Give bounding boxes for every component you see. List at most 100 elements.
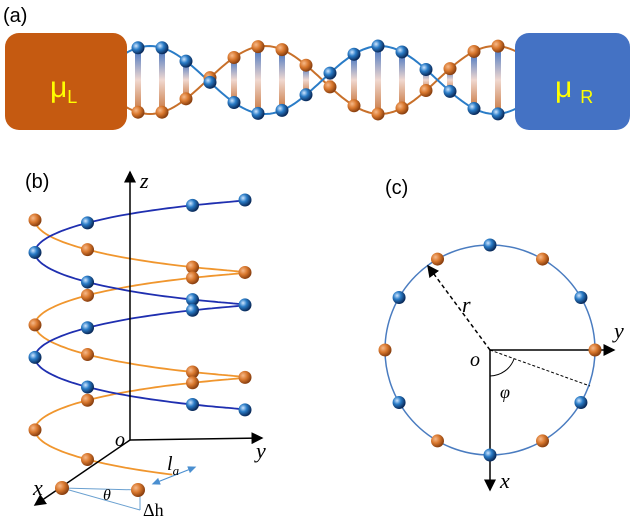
bead xyxy=(29,318,42,331)
bead xyxy=(276,104,289,117)
bead xyxy=(81,394,94,407)
rung xyxy=(471,51,477,108)
bead xyxy=(324,67,337,80)
bead xyxy=(393,291,406,304)
radius-label: r xyxy=(462,292,471,317)
bead xyxy=(420,84,433,97)
bead xyxy=(396,45,409,58)
bead xyxy=(444,85,457,98)
bead xyxy=(431,434,444,447)
annotation: la xyxy=(167,453,180,478)
bead xyxy=(81,276,94,289)
bead xyxy=(186,271,199,284)
bead xyxy=(81,381,94,394)
bead xyxy=(131,483,145,497)
bead xyxy=(536,253,549,266)
bead xyxy=(55,481,69,495)
bead xyxy=(239,371,252,384)
bead xyxy=(484,239,497,252)
annotation: θ xyxy=(103,487,111,504)
bead xyxy=(81,243,94,256)
axis-label: y xyxy=(612,318,624,343)
bead xyxy=(132,41,145,54)
axis-label: x xyxy=(499,468,510,493)
angle-arc xyxy=(490,359,514,376)
angle-label: φ xyxy=(500,382,510,402)
bead xyxy=(180,92,193,105)
bead xyxy=(431,253,444,266)
rung xyxy=(231,57,237,102)
rung xyxy=(495,46,501,114)
bead xyxy=(379,344,392,357)
axis-label: x xyxy=(32,475,43,500)
bead xyxy=(484,449,497,462)
bead xyxy=(444,62,457,75)
bead xyxy=(372,107,385,120)
bead xyxy=(156,106,169,119)
guide-line xyxy=(62,488,140,510)
helix xyxy=(29,194,252,475)
bead xyxy=(228,96,241,109)
annotation: Δh xyxy=(143,500,164,519)
angle-line xyxy=(490,350,590,386)
dna-helix xyxy=(120,40,525,121)
bead xyxy=(180,55,193,68)
bead xyxy=(81,289,94,302)
bead xyxy=(81,321,94,334)
panel-label: (c) xyxy=(385,177,408,199)
bead xyxy=(81,348,94,361)
axis-label: y xyxy=(254,438,266,463)
bead xyxy=(186,398,199,411)
figure: (a) μL μR (b) z y x o la θ Δh (c) r o y … xyxy=(0,0,634,519)
bead xyxy=(348,48,361,61)
bead xyxy=(239,194,252,207)
y-axis xyxy=(130,438,262,440)
bead xyxy=(420,63,433,76)
bead xyxy=(204,76,217,89)
rung xyxy=(159,48,165,112)
bead xyxy=(393,396,406,409)
origin-label: o xyxy=(115,429,125,451)
right-reservoir xyxy=(515,33,630,130)
bead xyxy=(186,304,199,317)
rung xyxy=(279,50,285,111)
bead xyxy=(492,107,505,120)
bead xyxy=(29,246,42,259)
rung xyxy=(375,46,381,114)
bead xyxy=(574,291,587,304)
rung xyxy=(255,47,261,114)
bead xyxy=(29,351,42,364)
helix-strand xyxy=(35,200,245,410)
bead xyxy=(29,214,42,227)
panel-label: (b) xyxy=(25,171,49,193)
bead xyxy=(492,40,505,53)
bead xyxy=(239,403,252,416)
bead xyxy=(300,59,313,72)
helix-strand xyxy=(35,220,245,475)
bead xyxy=(132,106,145,119)
bead xyxy=(468,102,481,115)
bead xyxy=(29,423,42,436)
bead xyxy=(396,102,409,115)
bead xyxy=(276,43,289,56)
bead xyxy=(186,376,199,389)
bead xyxy=(468,45,481,58)
axis-label: z xyxy=(139,168,149,193)
bead xyxy=(81,216,94,229)
bead xyxy=(239,298,252,311)
bead xyxy=(574,396,587,409)
bead xyxy=(252,107,265,120)
bead xyxy=(228,51,241,64)
bead xyxy=(300,88,313,101)
bead xyxy=(252,40,265,53)
rung xyxy=(399,52,405,108)
bead xyxy=(324,80,337,93)
bead xyxy=(156,41,169,54)
bead xyxy=(348,99,361,112)
guide-line xyxy=(62,488,140,490)
bead xyxy=(536,434,549,447)
bead xyxy=(239,266,252,279)
bead xyxy=(589,344,602,357)
rung xyxy=(135,48,141,112)
bead xyxy=(186,199,199,212)
